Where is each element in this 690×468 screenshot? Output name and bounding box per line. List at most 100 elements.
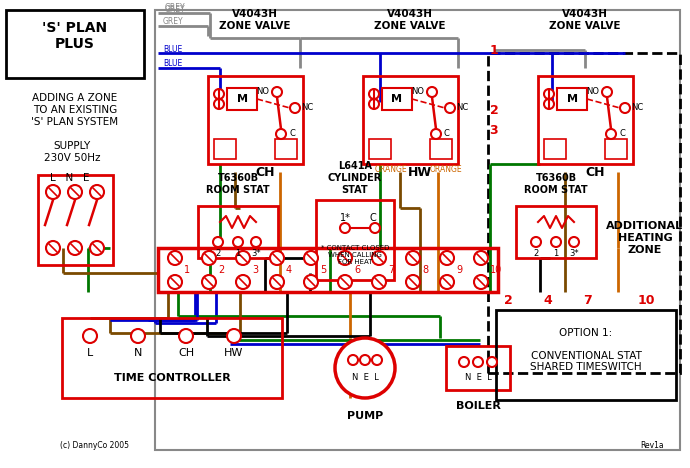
Text: CH: CH xyxy=(585,166,604,178)
Circle shape xyxy=(551,237,561,247)
Text: 7: 7 xyxy=(388,265,394,275)
Text: C: C xyxy=(444,130,450,139)
Text: M: M xyxy=(566,94,578,104)
Bar xyxy=(557,88,587,110)
Bar xyxy=(37,175,112,265)
Circle shape xyxy=(46,241,60,255)
Text: V4043H
ZONE VALVE: V4043H ZONE VALVE xyxy=(219,9,290,31)
Text: HW: HW xyxy=(408,166,432,178)
Circle shape xyxy=(348,355,358,365)
Circle shape xyxy=(276,129,286,139)
Text: 3*: 3* xyxy=(569,249,579,258)
Circle shape xyxy=(179,329,193,343)
Text: OPTION 1:

CONVENTIONAL STAT
SHARED TIMESWITCH: OPTION 1: CONVENTIONAL STAT SHARED TIMES… xyxy=(530,328,642,373)
Text: 6: 6 xyxy=(354,265,360,275)
Circle shape xyxy=(213,237,223,247)
Text: T6360B
ROOM STAT: T6360B ROOM STAT xyxy=(206,173,270,195)
Text: 5: 5 xyxy=(320,265,326,275)
Circle shape xyxy=(473,357,483,367)
Circle shape xyxy=(335,338,395,398)
Text: Rev1a: Rev1a xyxy=(640,441,664,451)
Bar xyxy=(227,88,257,110)
Text: NO: NO xyxy=(257,88,270,96)
Circle shape xyxy=(474,251,488,265)
Text: 10: 10 xyxy=(490,265,502,275)
Text: 1*: 1* xyxy=(339,213,351,223)
Text: SUPPLY
230V 50Hz: SUPPLY 230V 50Hz xyxy=(43,141,100,163)
Bar xyxy=(158,248,498,292)
Text: 8: 8 xyxy=(422,265,428,275)
Bar xyxy=(382,88,412,110)
Circle shape xyxy=(270,251,284,265)
Text: L: L xyxy=(87,348,93,358)
Text: BLUE: BLUE xyxy=(163,59,182,68)
Text: 1: 1 xyxy=(235,249,241,258)
Circle shape xyxy=(227,329,241,343)
Circle shape xyxy=(202,251,216,265)
Circle shape xyxy=(251,237,261,247)
Text: 9: 9 xyxy=(456,265,462,275)
Circle shape xyxy=(168,275,182,289)
Circle shape xyxy=(372,275,386,289)
Text: 4: 4 xyxy=(544,293,553,307)
Text: 1: 1 xyxy=(490,44,498,57)
Circle shape xyxy=(360,355,370,365)
Bar xyxy=(488,53,680,373)
Circle shape xyxy=(131,329,145,343)
Circle shape xyxy=(406,275,420,289)
Circle shape xyxy=(168,251,182,265)
Text: ORANGE: ORANGE xyxy=(430,166,462,175)
Text: L   N   E: L N E xyxy=(50,173,90,183)
Circle shape xyxy=(406,251,420,265)
Circle shape xyxy=(372,355,382,365)
Circle shape xyxy=(340,223,350,233)
Circle shape xyxy=(487,357,497,367)
Bar xyxy=(538,76,633,164)
Text: 3*: 3* xyxy=(251,249,261,258)
Text: NC: NC xyxy=(456,103,469,112)
Text: 2: 2 xyxy=(218,265,224,275)
Circle shape xyxy=(440,275,454,289)
Circle shape xyxy=(369,89,379,99)
Circle shape xyxy=(338,275,352,289)
Circle shape xyxy=(427,87,437,97)
Bar xyxy=(198,206,278,258)
Text: 3: 3 xyxy=(252,265,258,275)
Text: PUMP: PUMP xyxy=(347,411,383,421)
Text: 7: 7 xyxy=(584,293,593,307)
Text: 2: 2 xyxy=(533,249,539,258)
Text: 2: 2 xyxy=(215,249,221,258)
Circle shape xyxy=(90,241,104,255)
Bar xyxy=(544,139,566,159)
Text: BOILER: BOILER xyxy=(455,401,500,411)
Text: (c) DannyCo 2005: (c) DannyCo 2005 xyxy=(60,441,129,451)
Text: L641A
CYLINDER
STAT: L641A CYLINDER STAT xyxy=(328,161,382,195)
Bar xyxy=(208,76,302,164)
Circle shape xyxy=(445,103,455,113)
Bar xyxy=(275,139,297,159)
Text: 2: 2 xyxy=(490,103,498,117)
Text: CH: CH xyxy=(178,348,194,358)
Bar xyxy=(368,139,391,159)
Bar xyxy=(496,310,676,400)
Circle shape xyxy=(202,275,216,289)
Circle shape xyxy=(68,241,82,255)
Text: 1: 1 xyxy=(184,265,190,275)
Bar xyxy=(316,200,394,280)
Text: M: M xyxy=(391,94,402,104)
Circle shape xyxy=(338,251,352,265)
Text: HW: HW xyxy=(224,348,244,358)
Bar xyxy=(6,10,144,78)
Text: C: C xyxy=(370,213,376,223)
Text: 'S' PLAN
PLUS: 'S' PLAN PLUS xyxy=(43,21,108,51)
Text: BLUE: BLUE xyxy=(163,44,182,53)
Text: 2: 2 xyxy=(504,293,513,307)
Text: V4043H
ZONE VALVE: V4043H ZONE VALVE xyxy=(374,9,446,31)
Bar xyxy=(213,139,235,159)
Bar xyxy=(429,139,451,159)
Text: GREY: GREY xyxy=(165,3,186,13)
Text: V4043H
ZONE VALVE: V4043H ZONE VALVE xyxy=(549,9,621,31)
Circle shape xyxy=(459,357,469,367)
Circle shape xyxy=(272,87,282,97)
Text: 3: 3 xyxy=(490,124,498,137)
